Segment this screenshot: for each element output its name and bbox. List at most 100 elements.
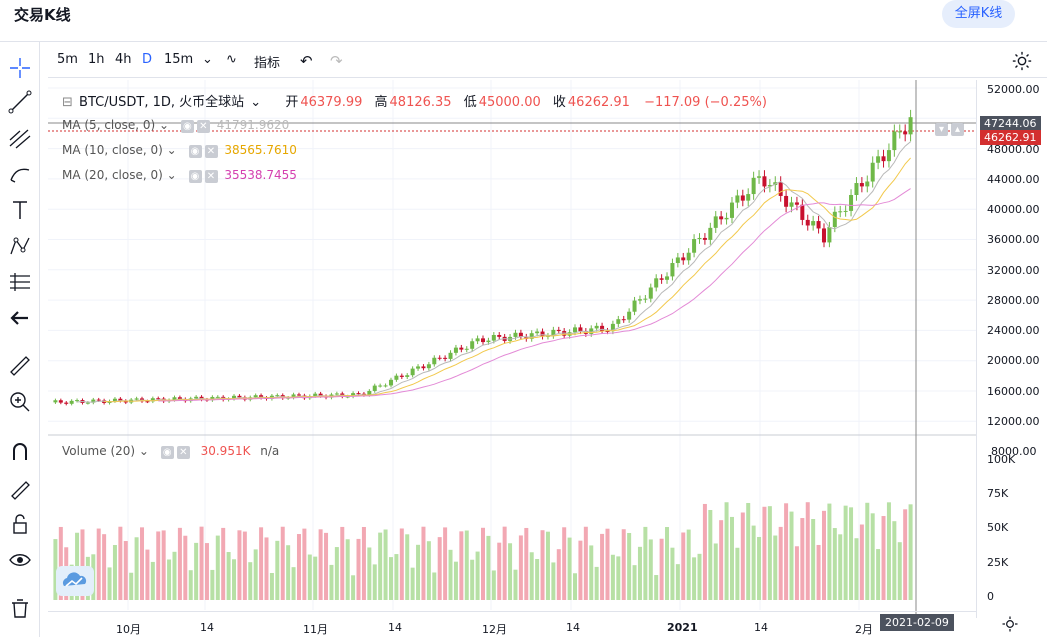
candle-body (849, 194, 854, 211)
time-axis[interactable]: 10月 14 11月 14 12月 14 2021 14 2月 (48, 611, 976, 637)
candle-body (784, 195, 789, 207)
ruler-icon[interactable] (6, 352, 34, 380)
candle-body (334, 393, 339, 395)
candle-body (150, 398, 155, 402)
volume-bar (665, 527, 670, 600)
ma5-label: MA (5, close, 0) (62, 118, 156, 132)
volume-bar (659, 538, 664, 600)
page-title: 交易K线 (14, 6, 71, 24)
eye-icon[interactable]: ◉ (188, 169, 202, 183)
crosshair-price-tag: 47244.06 (980, 116, 1041, 131)
volume-bar (269, 572, 274, 600)
text-icon[interactable] (6, 196, 34, 224)
change-value: −117.09 (−0.25%) (644, 95, 767, 110)
ma20-line (158, 188, 911, 402)
last-price-tag: 46262.91 (980, 130, 1041, 145)
indicators-icon[interactable]: ∿ (226, 52, 237, 67)
symbol-label[interactable]: BTC/USDT, 1D, 火币全球站 (79, 95, 245, 110)
volume-bar (123, 541, 128, 600)
volume-value: 30.951K (200, 444, 251, 458)
volume-bar (746, 502, 751, 600)
arrow-left-icon[interactable] (6, 304, 34, 332)
candle-body (670, 263, 675, 277)
interval-d[interactable]: D (142, 52, 153, 67)
chevron-down-icon[interactable]: ⌄ (250, 95, 262, 110)
indicators-button[interactable]: 指标 (254, 56, 281, 71)
volume-bar (627, 532, 632, 600)
candle-body (865, 181, 870, 187)
redo-icon[interactable]: ↷ (330, 52, 343, 70)
tradingview-logo[interactable] (56, 566, 94, 596)
crosshair-icon[interactable] (6, 54, 34, 82)
time-tick: 14 (754, 621, 768, 634)
candle-body (876, 156, 881, 163)
candle-body (513, 332, 518, 337)
chevron-down-icon[interactable]: ▾ (935, 123, 948, 136)
interval-5m[interactable]: 5m (57, 52, 78, 67)
eye-icon[interactable]: ◉ (160, 445, 174, 459)
candle-body (729, 202, 734, 218)
volume-label: Volume (20) (62, 444, 136, 458)
volume-bar (356, 538, 361, 600)
volume-legend[interactable]: Volume (20) ⌄ ◉ ✕ 30.951K n/a (62, 444, 280, 459)
volume-bar (443, 527, 448, 600)
time-tick: 14 (388, 621, 402, 634)
interval-1h[interactable]: 1h (88, 52, 105, 67)
fullscreen-button[interactable]: 全屏K线 (942, 0, 1015, 28)
candle-body (383, 385, 388, 387)
candle-body (643, 298, 648, 300)
volume-bar (470, 559, 475, 600)
candle-body (470, 341, 475, 349)
chevron-down-icon[interactable]: ⌄ (202, 52, 213, 67)
candle-body (296, 394, 301, 396)
close-icon[interactable]: ✕ (176, 445, 190, 459)
candle-body (881, 156, 886, 162)
candle-body (665, 276, 670, 280)
candle-body (399, 375, 404, 377)
candlestick-chart[interactable] (48, 80, 976, 618)
ma5-legend[interactable]: MA (5, close, 0) ⌄ ◉ ✕ 41791.9620 (62, 118, 290, 133)
close-icon[interactable]: ✕ (204, 169, 218, 183)
undo-icon[interactable]: ↶ (300, 52, 313, 70)
candle-body (827, 227, 832, 243)
volume-bar (524, 527, 529, 600)
candle-body (686, 252, 691, 261)
interval-15m[interactable]: 15m (164, 52, 194, 67)
interval-4h[interactable]: 4h (115, 52, 132, 67)
volume-bar (221, 527, 226, 600)
brush-icon[interactable] (6, 160, 34, 188)
zoom-icon[interactable] (6, 388, 34, 416)
close-icon[interactable]: ✕ (196, 119, 210, 133)
volume-tick: 75K (987, 487, 1009, 500)
prediction-icon[interactable] (6, 268, 34, 296)
fib-icon[interactable] (6, 124, 34, 152)
collapse-icon[interactable]: ⊟ (62, 95, 73, 110)
eye-icon[interactable]: ◉ (188, 144, 202, 158)
settings-icon[interactable] (1000, 614, 1020, 634)
ma10-legend[interactable]: MA (10, close, 0) ⌄ ◉ ✕ 38565.7610 (62, 143, 297, 158)
pattern-icon[interactable] (6, 232, 34, 260)
ma20-label: MA (20, close, 0) (62, 168, 163, 182)
price-tick: 8000.00 (991, 445, 1037, 458)
ma20-legend[interactable]: MA (20, close, 0) ⌄ ◉ ✕ 35538.7455 (62, 168, 297, 183)
chevron-updown-icon[interactable]: ▴ (951, 123, 964, 136)
candle-body (886, 150, 891, 162)
close-icon[interactable]: ✕ (204, 144, 218, 158)
volume-extra: n/a (260, 444, 280, 458)
price-axis[interactable]: 52000.00 48000.00 44000.00 40000.00 3600… (976, 80, 1047, 618)
candle-body (91, 399, 96, 403)
candle-body (708, 227, 713, 240)
lock-drawing-icon[interactable] (6, 474, 34, 502)
candle-body (621, 319, 626, 321)
lock-icon[interactable] (6, 510, 34, 538)
gear-icon[interactable] (1011, 50, 1033, 72)
chart-area[interactable] (48, 80, 976, 618)
eye-icon[interactable]: ◉ (180, 119, 194, 133)
trash-icon[interactable] (6, 594, 34, 622)
eye-icon[interactable] (6, 546, 34, 574)
volume-bar (259, 527, 264, 600)
trend-line-icon[interactable] (6, 88, 34, 116)
volume-bar (632, 565, 637, 600)
magnet-icon[interactable] (6, 438, 34, 466)
candle-body (535, 331, 540, 334)
